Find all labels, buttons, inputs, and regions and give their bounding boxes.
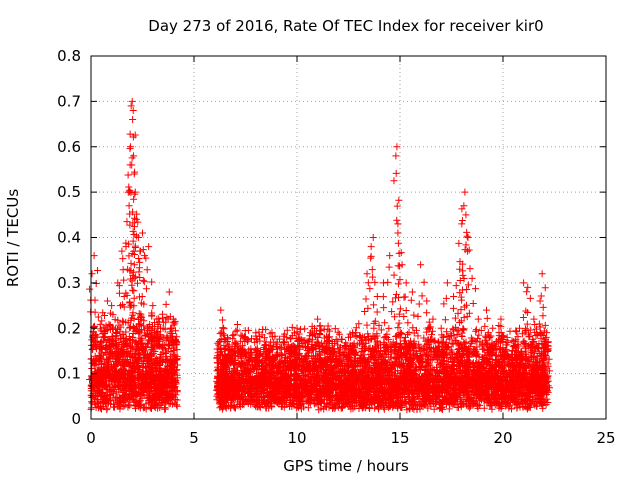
data-point [161,405,169,413]
data-point [166,328,174,336]
data-point [268,329,276,337]
grid-lines [91,56,606,419]
data-point [159,310,167,318]
data-point [111,403,119,411]
data-point [301,325,309,333]
data-point [119,317,127,325]
data-point [219,324,227,332]
data-point [103,406,111,414]
data-point [481,322,489,330]
data-points [86,97,554,414]
data-point [94,313,102,321]
data-point [163,313,171,321]
data-point [167,325,175,333]
